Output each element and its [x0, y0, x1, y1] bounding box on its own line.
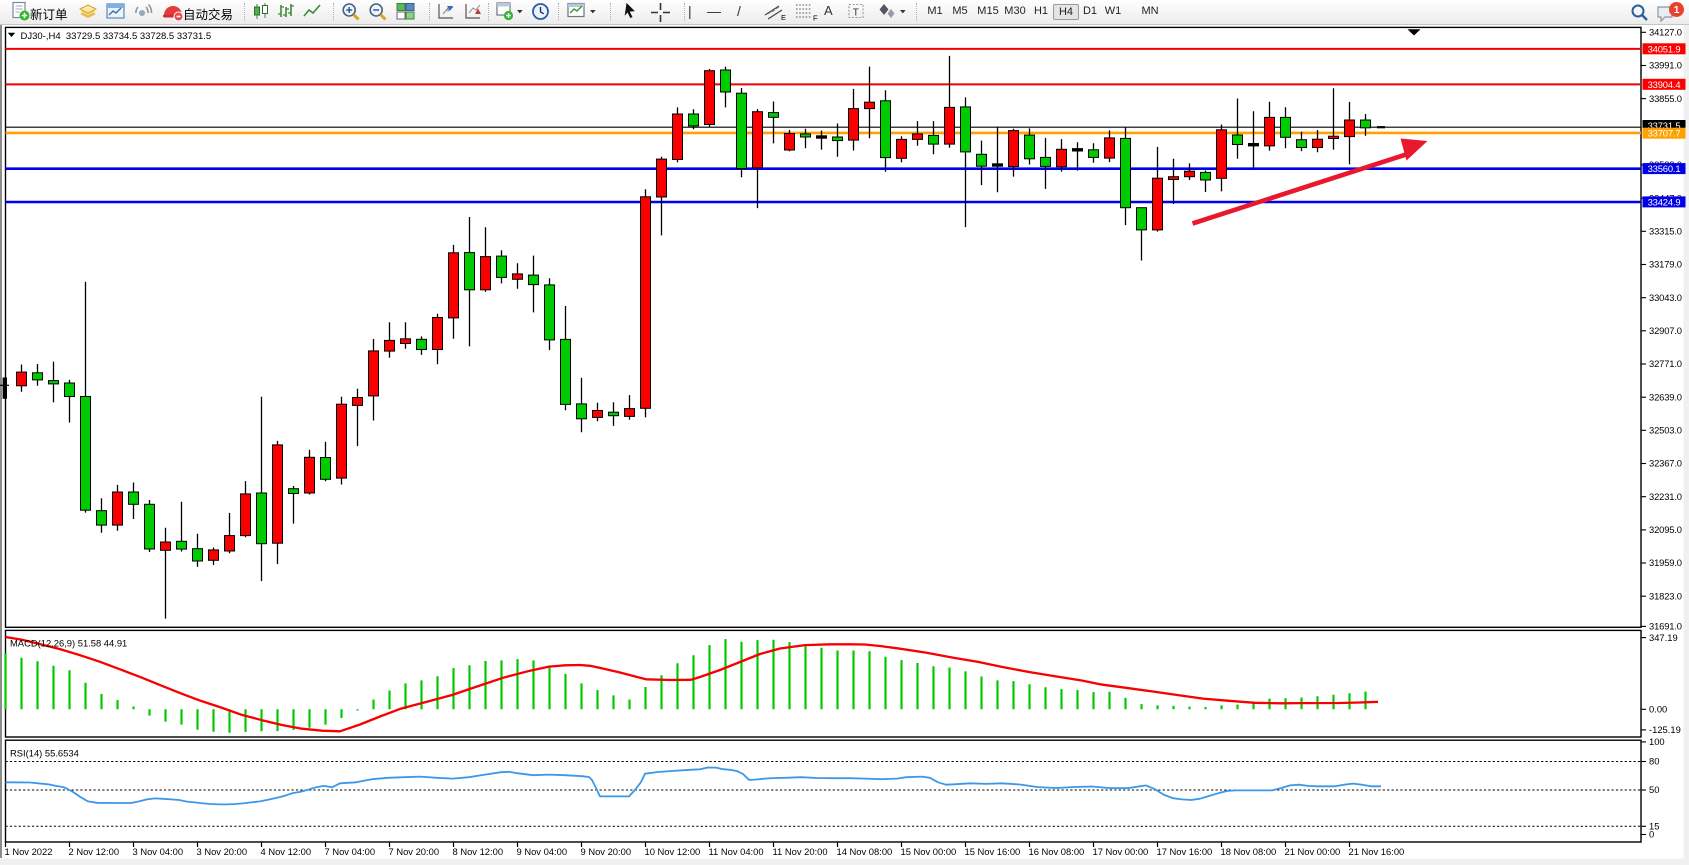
svg-text:32231.0: 32231.0	[1649, 491, 1682, 502]
svg-text:14 Nov 08:00: 14 Nov 08:00	[837, 846, 893, 857]
svg-text:T: T	[853, 8, 859, 19]
svg-text:7 Nov 04:00: 7 Nov 04:00	[325, 846, 376, 857]
svg-text:2 Nov 12:00: 2 Nov 12:00	[69, 846, 120, 857]
svg-text:50: 50	[1649, 784, 1659, 795]
svg-text:3 Nov 04:00: 3 Nov 04:00	[133, 846, 184, 857]
svg-text:10 Nov 12:00: 10 Nov 12:00	[645, 846, 701, 857]
svg-text:F: F	[813, 14, 818, 23]
svg-text:33424.9: 33424.9	[1648, 196, 1681, 207]
svg-text:32095.0: 32095.0	[1649, 524, 1682, 535]
svg-text:17 Nov 00:00: 17 Nov 00:00	[1093, 846, 1149, 857]
svg-text:0.00: 0.00	[1649, 704, 1667, 715]
svg-text:33315.0: 33315.0	[1649, 226, 1682, 237]
svg-text:8 Nov 12:00: 8 Nov 12:00	[453, 846, 504, 857]
svg-text:33731.5: 33731.5	[1648, 120, 1681, 131]
svg-text:18 Nov 08:00: 18 Nov 08:00	[1221, 846, 1277, 857]
svg-text:3 Nov 20:00: 3 Nov 20:00	[197, 846, 248, 857]
svg-text:32771.0: 32771.0	[1649, 358, 1682, 369]
svg-text:100: 100	[1649, 736, 1665, 747]
svg-text:32639.0: 32639.0	[1649, 391, 1682, 402]
svg-text:347.19: 347.19	[1649, 632, 1678, 643]
svg-text:80: 80	[1649, 756, 1659, 767]
svg-text:MACD(12,26,9) 51.58 44.91: MACD(12,26,9) 51.58 44.91	[10, 638, 127, 649]
svg-text:16 Nov 08:00: 16 Nov 08:00	[1029, 846, 1085, 857]
svg-text:0: 0	[1649, 829, 1654, 840]
svg-text:34051.9: 34051.9	[1648, 43, 1681, 54]
svg-text:15 Nov 00:00: 15 Nov 00:00	[901, 846, 957, 857]
svg-text:11 Nov 04:00: 11 Nov 04:00	[709, 846, 764, 857]
svg-text:21 Nov 16:00: 21 Nov 16:00	[1349, 846, 1405, 857]
svg-text:32503.0: 32503.0	[1649, 425, 1682, 436]
svg-text:15 Nov 16:00: 15 Nov 16:00	[965, 846, 1021, 857]
svg-text:DJ30-,H4 33729.5 33734.5 3372: DJ30-,H4 33729.5 33734.5 33728.5 33731.5	[21, 31, 212, 42]
svg-text:-125.19: -125.19	[1649, 724, 1681, 735]
svg-text:31959.0: 31959.0	[1649, 557, 1682, 568]
svg-text:9 Nov 04:00: 9 Nov 04:00	[517, 846, 568, 857]
svg-text:17 Nov 16:00: 17 Nov 16:00	[1157, 846, 1213, 857]
svg-text:RSI(14) 55.6534: RSI(14) 55.6534	[10, 748, 79, 759]
svg-text:4 Nov 12:00: 4 Nov 12:00	[261, 846, 312, 857]
svg-text:32367.0: 32367.0	[1649, 458, 1682, 469]
svg-text:9 Nov 20:00: 9 Nov 20:00	[581, 846, 632, 857]
svg-text:15: 15	[1649, 821, 1659, 832]
svg-text:7 Nov 20:00: 7 Nov 20:00	[389, 846, 440, 857]
svg-text:E: E	[781, 13, 786, 22]
svg-text:33707.7: 33707.7	[1648, 128, 1681, 139]
svg-text:11 Nov 20:00: 11 Nov 20:00	[773, 846, 828, 857]
svg-text:21 Nov 00:00: 21 Nov 00:00	[1285, 846, 1341, 857]
svg-text:33043.0: 33043.0	[1649, 292, 1682, 303]
svg-text:33904.4: 33904.4	[1648, 79, 1681, 90]
svg-text:33991.0: 33991.0	[1649, 60, 1682, 71]
svg-text:1: 1	[1674, 4, 1680, 16]
svg-text:31823.0: 31823.0	[1649, 590, 1682, 601]
svg-text:33179.0: 33179.0	[1649, 259, 1682, 270]
svg-text:34127.0: 34127.0	[1649, 27, 1682, 38]
svg-text:33560.1: 33560.1	[1648, 163, 1681, 174]
svg-text:33855.0: 33855.0	[1649, 93, 1682, 104]
svg-text:31691.0: 31691.0	[1649, 621, 1682, 632]
svg-text:32907.0: 32907.0	[1649, 325, 1682, 336]
svg-text:1 Nov 2022: 1 Nov 2022	[5, 846, 53, 857]
